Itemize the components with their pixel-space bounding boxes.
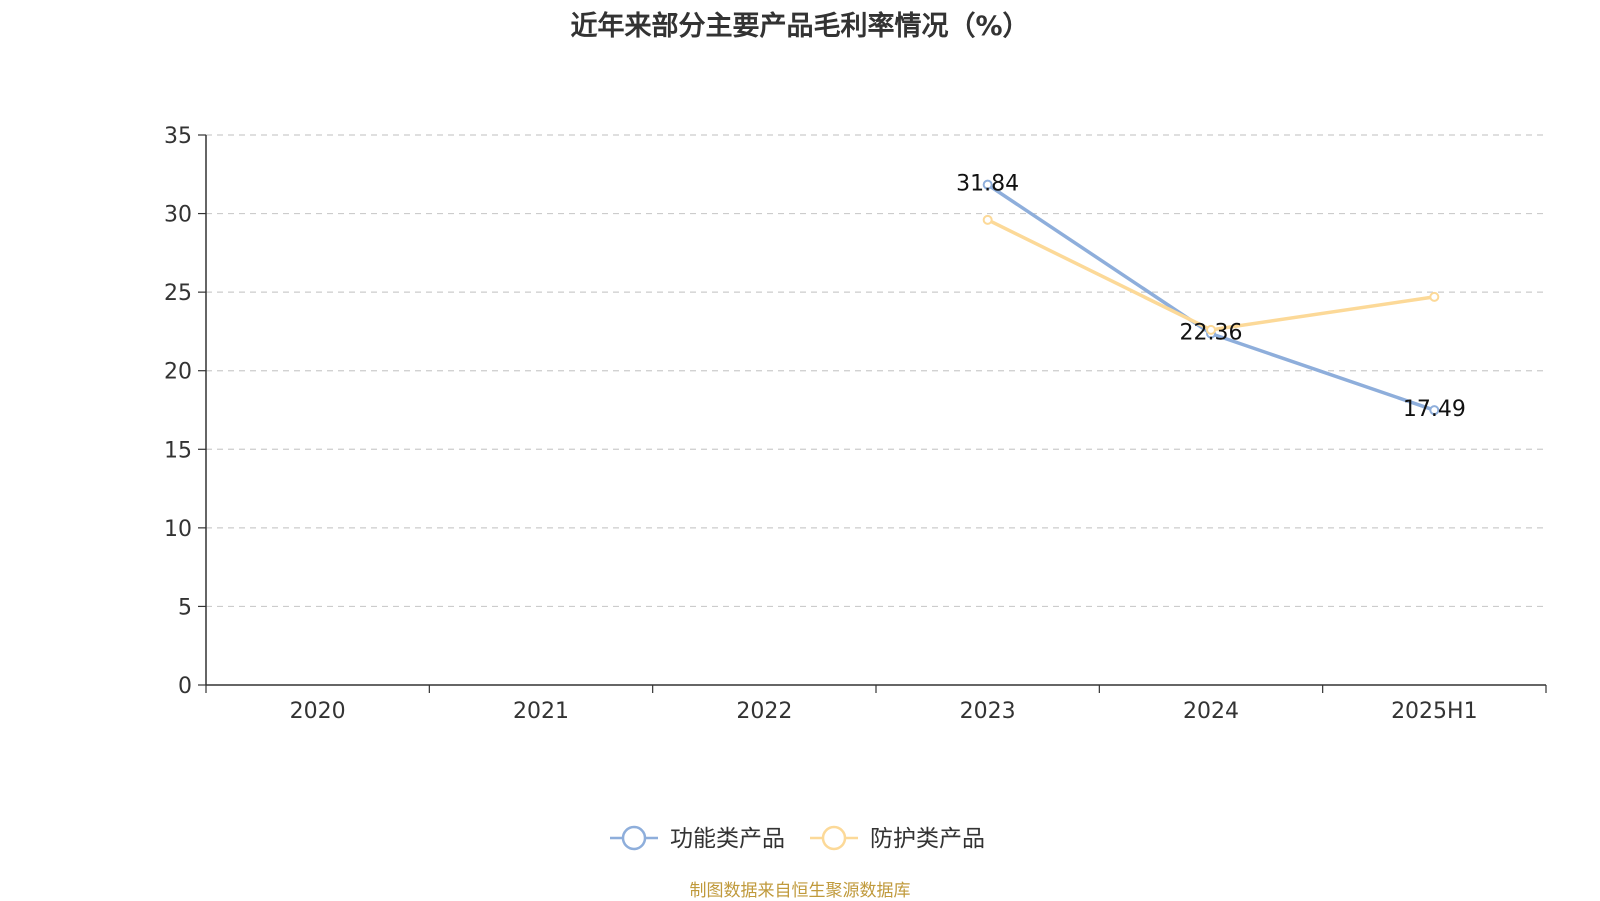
- x-tick-label-2024: 2024: [1183, 699, 1239, 724]
- y-tick-label-15: 15: [164, 438, 192, 463]
- legend-swatch-marker-1: [821, 825, 847, 851]
- y-tick-label-30: 30: [164, 203, 192, 228]
- data-point-1-2025H1[interactable]: [1429, 291, 1440, 302]
- series-layer: [982, 179, 1440, 416]
- legend-item-0[interactable]: 功能类产品: [610, 825, 785, 852]
- legend[interactable]: 功能类产品 防护类产品: [610, 825, 985, 852]
- data-point-1-2024[interactable]: [1206, 324, 1216, 335]
- data-point-0-2025H1[interactable]: [1429, 405, 1440, 416]
- x-tick-label-2022: 2022: [736, 699, 792, 724]
- grid-lines: [206, 134, 1546, 608]
- data-label-0-2025H1: 17.49: [1403, 397, 1466, 422]
- chart-title: 近年来部分主要产品毛利率情况（%）: [570, 11, 1030, 42]
- y-tick-label-35: 35: [164, 124, 192, 149]
- data-label-0-2023: 31.84: [956, 172, 1019, 197]
- y-tick-label-20: 20: [164, 360, 192, 385]
- x-tick-label-2020: 2020: [290, 699, 346, 724]
- x-tick-label-2021: 2021: [513, 699, 569, 724]
- axes: 0 5 10 15 20 25 30 35 2020 2021 2022 2023 2024 2025H1: [164, 124, 1547, 724]
- y-tick-label-5: 5: [178, 595, 192, 620]
- x-tick-label-2023: 2023: [960, 699, 1016, 724]
- x-tick-label-2025H1: 2025H1: [1391, 699, 1478, 724]
- legend-swatch-marker-0: [621, 825, 647, 851]
- y-tick-label-10: 10: [164, 517, 192, 542]
- data-point-1-2023[interactable]: [982, 214, 993, 225]
- data-labels: 31.84 22.36 17.49: [956, 172, 1466, 422]
- series-line-1: [986, 218, 1435, 332]
- y-tick-label-25: 25: [164, 281, 192, 306]
- series-line-0: [986, 183, 1435, 412]
- y-tick-label-0: 0: [178, 674, 192, 699]
- legend-label-0: 功能类产品: [670, 826, 785, 852]
- data-label-0-2024: 22.36: [1180, 321, 1243, 346]
- data-source-note: 制图数据来自恒生聚源数据库: [689, 881, 911, 901]
- data-point-0-2023[interactable]: [982, 179, 993, 190]
- legend-label-1: 防护类产品: [870, 826, 985, 852]
- legend-item-1[interactable]: 防护类产品: [810, 825, 985, 852]
